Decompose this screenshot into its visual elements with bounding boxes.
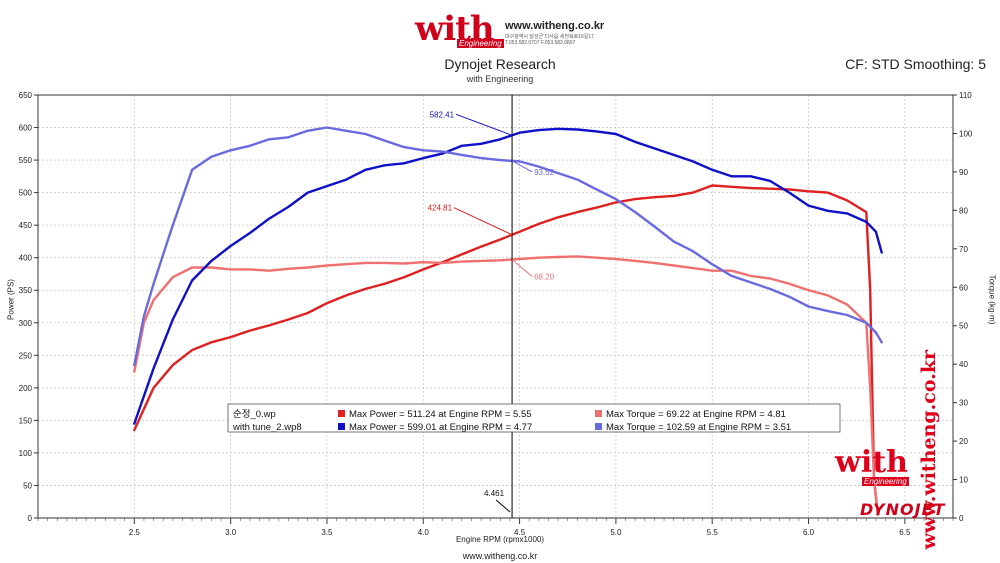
y-left-tick-label: 50	[23, 481, 32, 490]
header-contact: 대구광역시 달성군 다사읍 세천북로16길17 T.053.582.0707 F…	[505, 34, 615, 46]
annotations-layer: 4.461 582.41 424.81 93.52 68.20	[428, 95, 555, 518]
y-right-tick-label: 80	[959, 206, 968, 215]
x-tick-label: 3.5	[321, 528, 333, 537]
legend-swatch-torque	[595, 423, 602, 430]
y-right-tick-label: 60	[959, 283, 968, 292]
x-tick-label: 2.5	[129, 528, 141, 537]
y-left-tick-label: 200	[19, 384, 33, 393]
header-url: www.witheng.co.kr	[505, 20, 605, 32]
annotation-power_before: 424.81	[428, 204, 453, 213]
y-right-tick-label: 100	[959, 129, 973, 138]
chart-subtitle: with Engineering	[466, 74, 534, 84]
y-left-tick-label: 550	[19, 156, 33, 165]
annotation-leader-torque_after	[511, 160, 533, 173]
y-left-tick-label: 600	[19, 124, 33, 133]
y-right-tick-label: 70	[959, 245, 968, 254]
y-left-tick-label: 100	[19, 449, 33, 458]
series-line-torque_after	[133, 126, 883, 367]
legend-torque: Max Torque = 69.22 at Engine RPM = 4.81	[606, 409, 786, 420]
y-right-tick-label: 20	[959, 437, 968, 446]
x-tick-label: 4.0	[418, 528, 430, 537]
y-right-tick-label: 10	[959, 476, 968, 485]
x-axis-label: Engine RPM (rpmx1000)	[455, 535, 545, 544]
legend-power: Max Power = 511.24 at Engine RPM = 5.55	[349, 409, 532, 420]
x-tick-label: 6.0	[803, 528, 815, 537]
contact-line-2: T.053.582.0707 F.053.582.0807	[505, 40, 576, 46]
plot-frame	[37, 94, 954, 519]
y-right-tick-label: 0	[959, 514, 964, 523]
legend-file: 순정_0.wp	[233, 409, 276, 420]
legend-box	[227, 403, 841, 433]
dynojet-brand: DYNOJET	[860, 500, 945, 519]
contact-line-1: 대구광역시 달성군 다사읍 세천북로16길17	[505, 34, 594, 40]
legend-swatch-torque	[595, 410, 602, 417]
watermark-engineering: Engineering	[862, 477, 909, 486]
rpm-cursor-label: 4.461	[484, 489, 505, 498]
correction-factor-info: CF: STD Smoothing: 5	[845, 56, 986, 72]
y-left-tick-label: 450	[19, 221, 33, 230]
y-right-tick-label: 40	[959, 360, 968, 369]
y-right-tick-label: 90	[959, 168, 968, 177]
brand-logo: with Engineering	[415, 12, 504, 48]
annotation-torque_after: 93.52	[534, 168, 555, 177]
y-right-tick-label: 50	[959, 322, 968, 331]
x-tick-label: 5.5	[707, 528, 719, 537]
dynojet-brand-text: DYNOJET	[860, 500, 946, 519]
chart-title: Dynojet Research	[444, 56, 556, 72]
rpm-cursor-arrow	[495, 499, 511, 513]
y-left-tick-label: 0	[28, 514, 33, 523]
annotation-leader-power_before	[453, 207, 513, 236]
x-tick-label: 3.0	[225, 528, 237, 537]
legend-torque: Max Torque = 102.59 at Engine RPM = 3.51	[606, 422, 791, 433]
legend-file: with tune_2.wp8	[232, 422, 302, 433]
y-left-tick-label: 350	[19, 286, 33, 295]
y-left-tick-label: 300	[19, 319, 33, 328]
x-tick-label: 4.5	[514, 528, 526, 537]
watermark-logo: with	[835, 445, 908, 480]
series-layer	[133, 126, 883, 516]
x-tick-label: 5.0	[610, 528, 622, 537]
annotation-power_after: 582.41	[430, 110, 455, 119]
series-line-power_after	[133, 127, 883, 425]
footer-url: www.witheng.co.kr	[462, 551, 538, 561]
x-tick-label: 6.5	[899, 528, 911, 537]
annotation-leader-torque_before	[511, 259, 533, 277]
y-left-tick-label: 400	[19, 254, 33, 263]
y-left-tick-label: 500	[19, 189, 33, 198]
legend-power: Max Power = 599.01 at Engine RPM = 4.77	[349, 422, 532, 433]
logo-subtext: Engineering	[457, 39, 504, 48]
series-line-torque_before	[133, 255, 880, 516]
legend-swatch-power	[338, 410, 345, 417]
axes: 2.5 3.0 3.5 4.0 4.5 5.0 5.5 6.0 6.50501001502002…	[19, 91, 973, 537]
y-right-tick-label: 110	[959, 91, 972, 100]
annotation-torque_before: 68.20	[534, 273, 555, 282]
y-left-tick-label: 650	[19, 91, 33, 100]
legend: 순정_0.wp Max Power = 511.24 at Engine RPM …	[227, 403, 841, 433]
y-left-tick-label: 150	[19, 416, 33, 425]
y-right-tick-label: 30	[959, 399, 968, 408]
legend-swatch-power	[338, 423, 345, 430]
watermark-vertical-url: www.witheng.co.kr	[918, 350, 940, 550]
y-left-tick-label: 250	[19, 351, 33, 360]
series-line-power_before	[133, 184, 880, 516]
annotation-leader-power_after	[455, 113, 513, 136]
